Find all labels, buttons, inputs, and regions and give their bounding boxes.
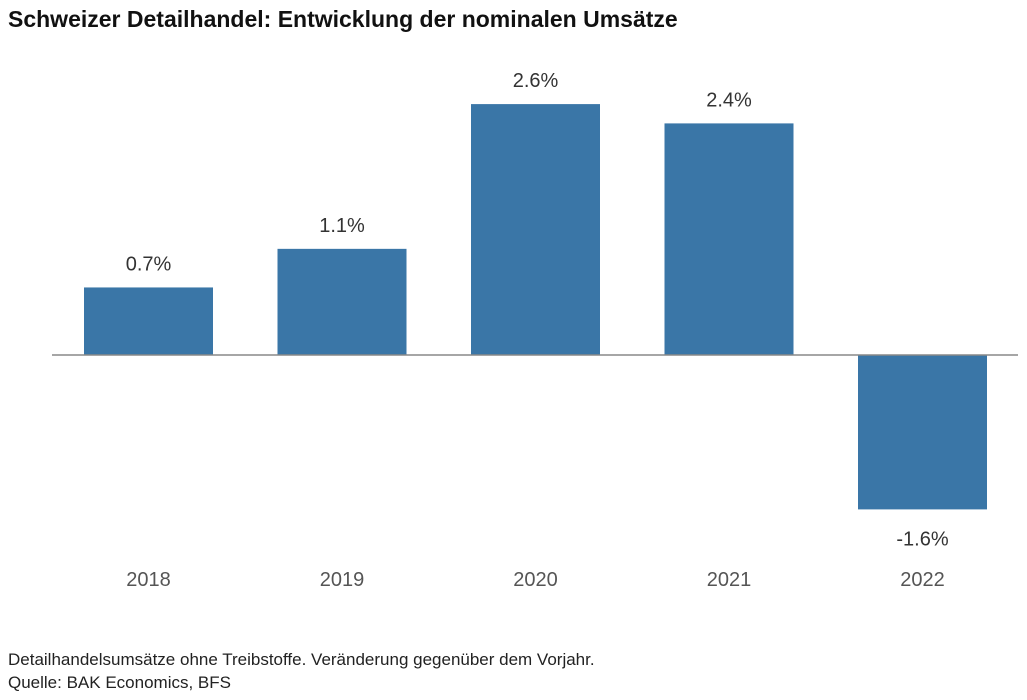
x-tick-label-2020: 2020	[513, 569, 558, 591]
x-tick-label-2022: 2022	[900, 569, 945, 591]
chart-title: Schweizer Detailhandel: Entwicklung der …	[8, 6, 678, 32]
chart-source: Quelle: BAK Economics, BFS	[8, 673, 231, 692]
bar-2019	[277, 248, 407, 355]
x-tick-label-2019: 2019	[320, 569, 365, 591]
x-tick-label-2018: 2018	[126, 569, 171, 591]
bar-2020	[471, 104, 600, 355]
value-labels-group: 0.7% 1.1% 2.6% 2.4% -1.6%	[126, 70, 949, 550]
bar-2018	[84, 287, 213, 355]
bar-chart: 0.7%1.1%2.6%2.4%-1.6% 2018 2019 2020 2021 20…	[52, 70, 1018, 591]
chart-footnote: Detailhandelsumsätze ohne Treibstoffe. V…	[8, 650, 595, 669]
bar-2021	[664, 123, 794, 356]
x-tick-labels-group: 2018 2019 2020 2021 2022	[126, 569, 945, 591]
x-tick-label-2021: 2021	[707, 569, 752, 591]
value-label-2019: 1.1%	[319, 215, 365, 237]
value-label-2022: -1.6%	[896, 528, 948, 550]
bar-2022	[858, 355, 987, 510]
bars-group	[84, 104, 987, 510]
value-label-2018: 0.7%	[126, 253, 172, 275]
value-label-2020: 2.6%	[513, 70, 559, 92]
value-label-2021: 2.4%	[706, 89, 752, 111]
